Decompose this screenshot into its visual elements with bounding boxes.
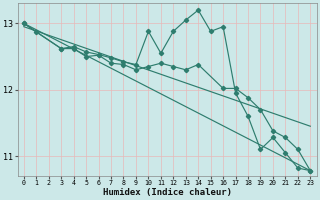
X-axis label: Humidex (Indice chaleur): Humidex (Indice chaleur): [103, 188, 232, 197]
